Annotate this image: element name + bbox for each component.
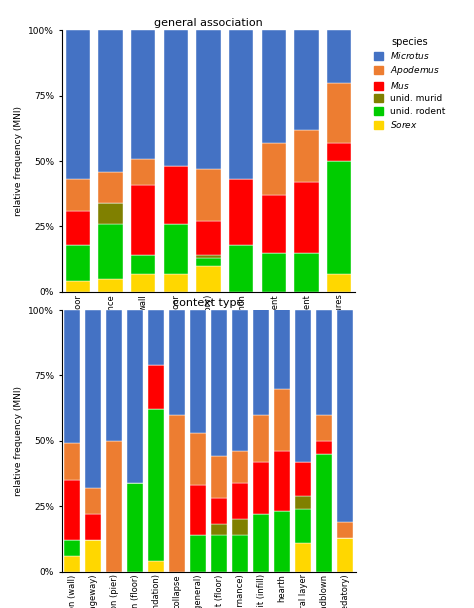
Bar: [99, 30, 123, 171]
Bar: [253, 415, 269, 461]
Bar: [196, 169, 221, 221]
Bar: [253, 258, 269, 415]
Bar: [211, 457, 227, 499]
Bar: [274, 451, 290, 511]
Bar: [148, 310, 164, 365]
Bar: [64, 480, 80, 540]
Bar: [337, 310, 353, 522]
Bar: [253, 461, 269, 514]
Bar: [99, 278, 123, 292]
Bar: [190, 535, 206, 572]
Bar: [316, 454, 332, 572]
Bar: [229, 245, 254, 292]
Bar: [164, 224, 188, 274]
Bar: [211, 499, 227, 525]
Bar: [131, 159, 155, 185]
Bar: [316, 310, 332, 415]
Title: context type: context type: [173, 298, 244, 308]
Bar: [85, 488, 101, 514]
Bar: [99, 203, 123, 224]
Bar: [295, 509, 311, 543]
Bar: [196, 266, 221, 292]
Bar: [295, 461, 311, 496]
Bar: [232, 483, 248, 519]
Bar: [106, 310, 122, 441]
Bar: [190, 433, 206, 485]
Bar: [232, 535, 248, 572]
Bar: [127, 483, 143, 572]
Bar: [66, 179, 90, 211]
Bar: [294, 30, 319, 130]
Bar: [99, 224, 123, 278]
Bar: [196, 258, 221, 266]
Bar: [294, 130, 319, 182]
Bar: [253, 514, 269, 572]
Bar: [164, 30, 188, 167]
Bar: [106, 441, 122, 572]
Bar: [327, 30, 351, 83]
Bar: [327, 161, 351, 274]
Bar: [64, 540, 80, 556]
Bar: [190, 485, 206, 535]
Bar: [262, 253, 286, 292]
Bar: [274, 250, 290, 389]
Bar: [262, 195, 286, 253]
Bar: [327, 143, 351, 161]
Bar: [66, 245, 90, 282]
Bar: [196, 255, 221, 258]
Bar: [131, 255, 155, 274]
Bar: [190, 310, 206, 433]
Bar: [337, 522, 353, 537]
Bar: [229, 179, 254, 245]
Y-axis label: relative frequency (MNI): relative frequency (MNI): [14, 106, 23, 216]
Bar: [327, 274, 351, 292]
Bar: [64, 310, 80, 443]
Bar: [262, 143, 286, 195]
Bar: [262, 30, 286, 143]
Bar: [64, 556, 80, 572]
Bar: [131, 30, 155, 159]
Bar: [232, 310, 248, 451]
Bar: [148, 561, 164, 572]
Bar: [274, 389, 290, 451]
Bar: [66, 282, 90, 292]
Bar: [327, 83, 351, 143]
Bar: [211, 310, 227, 457]
Bar: [169, 310, 185, 415]
Bar: [211, 535, 227, 572]
Bar: [148, 409, 164, 561]
Bar: [66, 211, 90, 245]
Bar: [169, 415, 185, 572]
Bar: [164, 167, 188, 224]
Bar: [85, 514, 101, 540]
Bar: [85, 540, 101, 572]
Legend: $\it{Microtus}$, $\it{Apodemus}$, $\it{Mus}$, unid. murid, unid. rodent, $\it{So: $\it{Microtus}$, $\it{Apodemus}$, $\it{M…: [372, 35, 447, 132]
Title: general association: general association: [154, 18, 263, 28]
Bar: [294, 253, 319, 292]
Bar: [232, 451, 248, 483]
Bar: [294, 182, 319, 253]
Bar: [64, 443, 80, 480]
Bar: [127, 310, 143, 483]
Bar: [196, 221, 221, 255]
Bar: [85, 310, 101, 488]
Bar: [316, 441, 332, 454]
Bar: [232, 519, 248, 535]
Bar: [164, 274, 188, 292]
Bar: [131, 185, 155, 255]
Bar: [295, 496, 311, 509]
Bar: [316, 415, 332, 441]
Bar: [131, 274, 155, 292]
Bar: [229, 30, 254, 179]
Y-axis label: relative frequency (MNI): relative frequency (MNI): [14, 386, 23, 496]
Bar: [66, 30, 90, 179]
Bar: [148, 365, 164, 409]
Bar: [196, 30, 221, 169]
Bar: [295, 543, 311, 572]
Bar: [295, 310, 311, 461]
Bar: [274, 511, 290, 572]
Bar: [211, 525, 227, 535]
Bar: [99, 171, 123, 203]
Bar: [337, 537, 353, 572]
